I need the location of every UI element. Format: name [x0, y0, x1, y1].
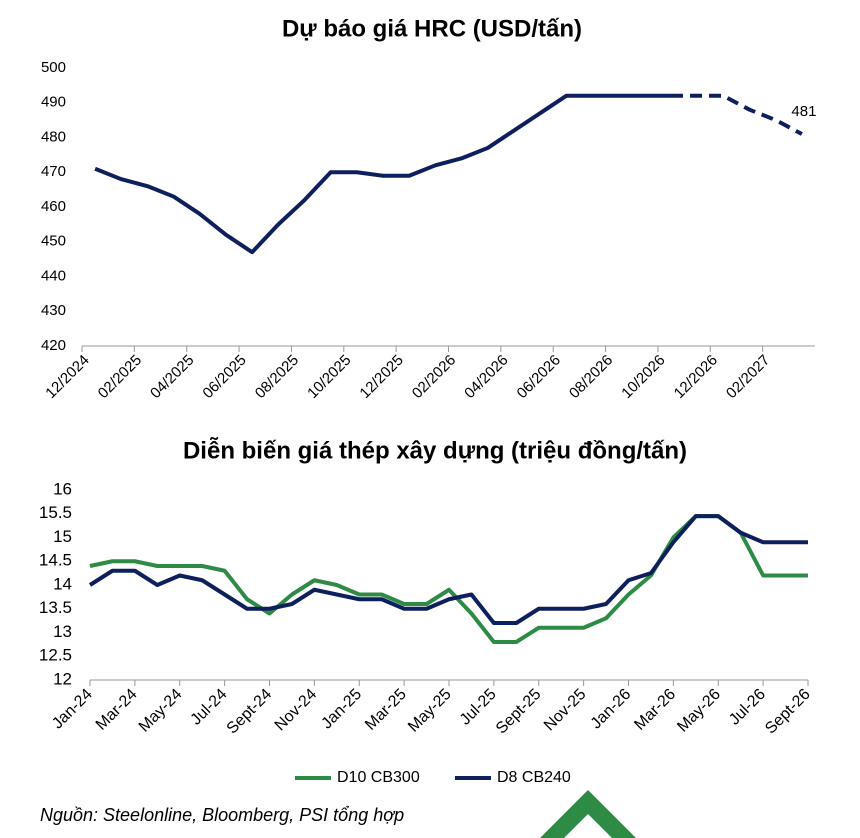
y-tick-label: 15 [53, 527, 72, 546]
y-tick-label: 470 [41, 163, 66, 180]
x-tick-label: 02/2025 [95, 352, 145, 402]
x-tick-label: 04/2025 [147, 352, 197, 402]
x-tick-label: Jan-25 [318, 686, 365, 733]
legend-label: D10 CB300 [337, 769, 420, 786]
y-tick-label: 450 [41, 233, 66, 250]
x-tick-label: Sept-25 [493, 686, 545, 738]
x-tick-label: Jul-25 [457, 686, 500, 729]
series-line [88, 514, 808, 625]
x-tick-label: 12/2024 [42, 352, 92, 402]
y-tick-label: 15.5 [39, 503, 72, 522]
y-tick-label: 440 [41, 267, 66, 284]
x-tick-label: Jul-24 [188, 686, 231, 729]
x-tick-label: Mar-24 [93, 686, 141, 734]
x-tick-label: Jan-26 [588, 686, 635, 733]
x-tick-label: 10/2025 [304, 352, 354, 402]
x-tick-label: 08/2026 [566, 352, 616, 402]
x-tick-label: 10/2026 [618, 352, 668, 402]
x-tick-label: 02/2027 [723, 352, 773, 402]
x-tick-label: Mar-26 [631, 686, 679, 734]
x-tick-label: Sept-24 [224, 686, 276, 738]
y-tick-label: 13.5 [39, 598, 72, 617]
x-tick-label: Sept-26 [762, 686, 814, 738]
x-tick-label: 02/2026 [409, 352, 459, 402]
y-tick-label: 12.5 [39, 646, 72, 665]
legend-label: D8 CB240 [497, 769, 571, 786]
x-tick-label: 08/2025 [252, 352, 302, 402]
chart-title: Dự báo giá HRC (USD/tấn) [282, 15, 582, 42]
x-tick-label: Nov-24 [272, 686, 321, 735]
y-tick-label: 420 [41, 337, 66, 354]
series-line [671, 93, 803, 136]
y-tick-label: 490 [41, 94, 66, 111]
x-tick-label: 12/2026 [671, 352, 721, 402]
y-tick-label: 430 [41, 302, 66, 319]
series-line [94, 93, 672, 255]
y-tick-label: 500 [41, 59, 66, 76]
data-label: 481 [791, 103, 816, 120]
x-tick-label: Jan-24 [49, 686, 96, 733]
y-tick-label: 16 [53, 479, 72, 498]
y-tick-label: 14 [53, 574, 72, 593]
y-tick-label: 13 [53, 622, 72, 641]
x-tick-label: May-25 [405, 686, 455, 736]
y-tick-label: 460 [41, 198, 66, 215]
y-tick-label: 480 [41, 128, 66, 145]
x-tick-label: 06/2025 [199, 352, 249, 402]
x-tick-label: 04/2026 [461, 352, 511, 402]
x-tick-label: 06/2026 [514, 352, 564, 402]
logo [540, 790, 636, 838]
x-tick-label: May-24 [136, 686, 186, 736]
chart-title: Diễn biến giá thép xây dựng (triệu đồng/… [183, 436, 687, 464]
source: Nguồn: Steelonline, Bloomberg, PSI tổng … [40, 805, 404, 825]
y-tick-label: 14.5 [39, 551, 72, 570]
y-tick-label: 12 [53, 669, 72, 688]
x-tick-label: Mar-25 [362, 686, 410, 734]
x-tick-label: Nov-25 [541, 686, 590, 735]
x-tick-label: 12/2025 [356, 352, 406, 402]
x-tick-label: Jul-26 [726, 686, 769, 729]
x-tick-label: May-26 [674, 686, 724, 736]
